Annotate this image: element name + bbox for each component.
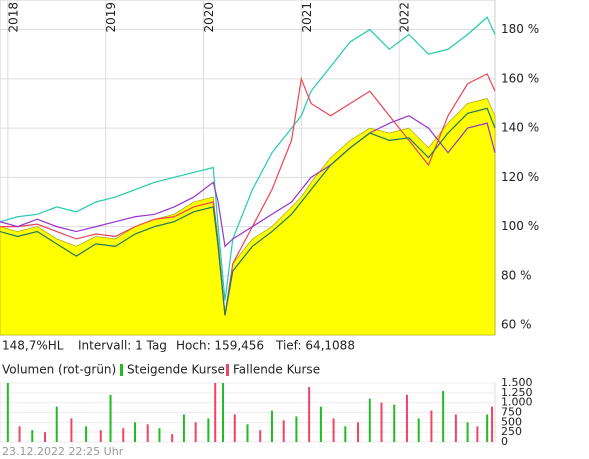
footer: 23.12.2022 22:25 Uhr bbox=[2, 445, 124, 458]
volume-bar bbox=[146, 424, 149, 442]
volume-bar bbox=[233, 414, 236, 442]
volume-bar bbox=[486, 414, 489, 442]
volume-bar bbox=[357, 422, 360, 442]
volume-bar bbox=[319, 406, 322, 442]
x-tick-label: 2022 bbox=[398, 2, 412, 33]
y-tick-label: 250 bbox=[501, 425, 522, 438]
y-tick-label: 160 % bbox=[501, 71, 539, 85]
volume-bar bbox=[182, 414, 185, 442]
volume-bar bbox=[405, 394, 408, 442]
y-tick-label: 500 bbox=[501, 415, 522, 428]
legend-label: Steigende Kurse bbox=[127, 363, 225, 377]
volume-bar bbox=[214, 383, 217, 442]
volume-bar bbox=[393, 404, 396, 442]
volume-bar bbox=[270, 410, 273, 442]
info-text: Tief: 64,1088 bbox=[275, 339, 355, 353]
volume-bar bbox=[134, 422, 136, 442]
info-text: Intervall: 1 Tag bbox=[78, 339, 167, 353]
volume-bar bbox=[122, 428, 125, 442]
volume-bar bbox=[295, 416, 298, 442]
volume-bar bbox=[454, 414, 457, 442]
info-text: Hoch: 159,456 bbox=[176, 339, 264, 353]
x-tick-label: 2019 bbox=[104, 2, 118, 33]
volume-bar bbox=[85, 426, 88, 442]
volume-bar bbox=[70, 418, 73, 442]
y-tick-label: 1.500 bbox=[501, 376, 533, 389]
volume-bar bbox=[430, 410, 433, 442]
volume-bar bbox=[246, 424, 249, 442]
x-tick-label: 2020 bbox=[202, 2, 216, 33]
line bbox=[0, 16, 496, 301]
y-tick-label: 80 % bbox=[501, 268, 532, 282]
legend-swatch bbox=[120, 364, 123, 376]
volume-bar bbox=[158, 428, 161, 442]
volume-bar bbox=[31, 430, 34, 442]
volume-bar bbox=[194, 422, 197, 442]
y-tick-label: 180 % bbox=[501, 22, 539, 36]
volume-bar bbox=[344, 426, 347, 442]
y-tick-label: 140 % bbox=[501, 121, 539, 135]
legend-label: Fallende Kurse bbox=[233, 363, 320, 377]
y-tick-label: 1.250 bbox=[501, 386, 533, 399]
volume-bar bbox=[18, 426, 21, 442]
volume-bar bbox=[466, 422, 469, 442]
x-tick-label: 2018 bbox=[6, 2, 20, 33]
y-tick-label: 100 % bbox=[501, 219, 539, 233]
volume-bar bbox=[308, 386, 311, 442]
volume-title: Volumen (rot-grün) bbox=[2, 363, 116, 377]
x-tick-label: 2021 bbox=[300, 2, 314, 33]
volume-bar bbox=[417, 418, 420, 442]
volume-bar bbox=[99, 430, 102, 442]
y-tick-label: 0 bbox=[501, 435, 508, 448]
volume-bar bbox=[222, 383, 225, 442]
line bbox=[0, 107, 496, 316]
y-tick-label: 120 % bbox=[501, 170, 539, 184]
volume-bar bbox=[491, 406, 494, 442]
volume-bar bbox=[442, 390, 445, 442]
line bbox=[0, 115, 496, 248]
volume-bar bbox=[171, 434, 174, 442]
line bbox=[0, 73, 496, 316]
legend-swatch bbox=[226, 364, 229, 376]
volume-bar bbox=[380, 402, 383, 442]
y-tick-label: 750 bbox=[501, 406, 522, 419]
y-tick-label: 1.000 bbox=[501, 396, 533, 409]
volume-bar bbox=[282, 420, 285, 442]
volume-bar bbox=[259, 430, 262, 442]
volume-bar bbox=[44, 432, 46, 442]
volume-bar bbox=[6, 383, 9, 442]
volume-bar bbox=[109, 394, 112, 442]
area bbox=[0, 98, 496, 336]
volume-bar bbox=[332, 418, 335, 442]
volume-bar bbox=[476, 426, 479, 442]
volume-bar bbox=[368, 398, 371, 442]
info-text: 148,7%HL bbox=[2, 339, 64, 353]
y-tick-label: 60 % bbox=[501, 318, 532, 332]
volume-bar bbox=[207, 418, 210, 442]
volume-bar bbox=[55, 406, 58, 442]
